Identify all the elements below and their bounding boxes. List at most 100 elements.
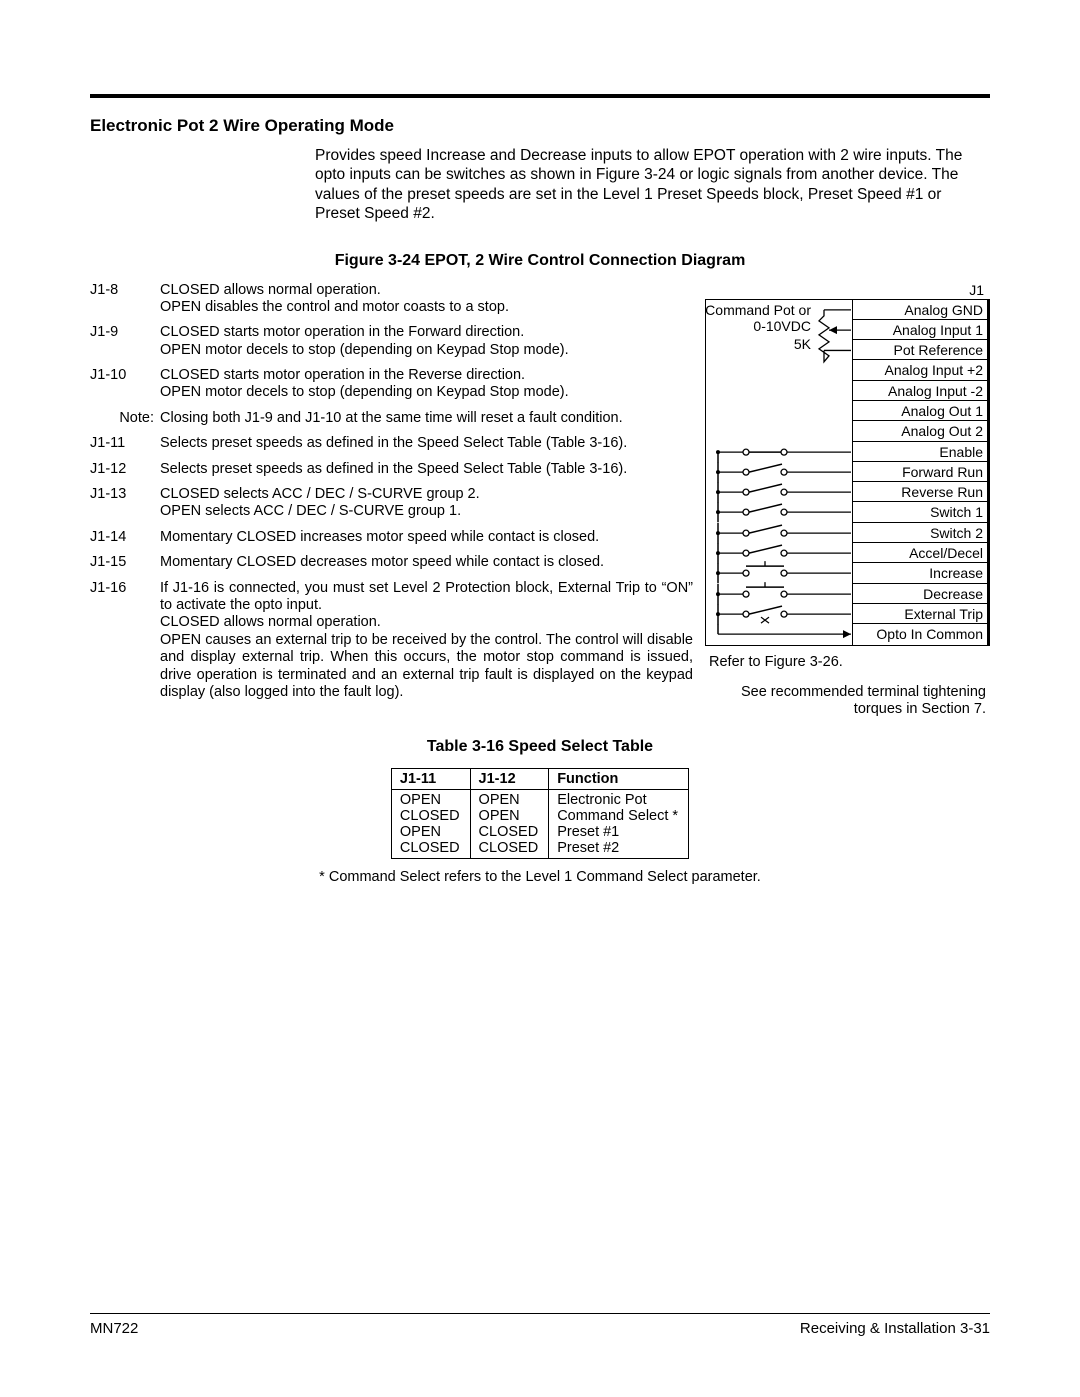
description-row: J1-13CLOSED selects ACC / DEC / S-CURVE …: [90, 486, 705, 521]
terminal-label: Reverse Run: [852, 482, 987, 502]
terminal-row: Analog Input +2: [706, 360, 987, 380]
wiring-diagram: J1 Analog GNDCommand Pot or0-10VDC5KAnal…: [705, 282, 990, 719]
description-text: Selects preset speeds as defined in the …: [160, 461, 705, 478]
refer-note: Refer to Figure 3-26.: [705, 654, 990, 670]
table-header: J1-12: [470, 769, 549, 790]
description-row: J1-9CLOSED starts motor operation in the…: [90, 324, 705, 359]
terminal-row: External Trip: [706, 604, 987, 624]
terminal-schematic: [706, 563, 852, 583]
footer-right: Receiving & Installation 3-31: [800, 1320, 990, 1337]
description-text: CLOSED allows normal operation. OPEN dis…: [160, 282, 705, 317]
description-label: J1-15: [90, 554, 160, 571]
description-row: J1-14Momentary CLOSED increases motor sp…: [90, 529, 705, 546]
terminal-schematic: Command Pot or0-10VDC5K: [706, 320, 852, 340]
terminal-schematic: [706, 482, 852, 502]
top-rule: [90, 94, 990, 98]
terminal-label: Accel/Decel: [852, 543, 987, 563]
terminal-schematic: [706, 624, 852, 644]
description-text: Momentary CLOSED increases motor speed w…: [160, 529, 705, 546]
description-label: Note:: [90, 410, 160, 427]
terminal-schematic: [706, 604, 852, 624]
terminal-label: Analog Input +2: [852, 360, 987, 380]
terminal-row: Increase: [706, 563, 987, 583]
table-footnote: * Command Select refers to the Level 1 C…: [90, 869, 990, 885]
pot-label: Command Pot or: [691, 302, 811, 318]
terminal-label: Switch 2: [852, 523, 987, 543]
figure-title: Figure 3-24 EPOT, 2 Wire Control Connect…: [90, 252, 990, 270]
terminal-row: Analog Out 1: [706, 401, 987, 421]
description-text: Momentary CLOSED decreases motor speed w…: [160, 554, 705, 571]
terminal-row: Switch 1: [706, 502, 987, 522]
terminal-row: Accel/Decel: [706, 543, 987, 563]
terminal-schematic: [706, 462, 852, 482]
description-row: J1-11Selects preset speeds as defined in…: [90, 435, 705, 452]
description-text: CLOSED selects ACC / DEC / S-CURVE group…: [160, 486, 705, 521]
table-header: Function: [549, 769, 689, 790]
description-row: J1-8CLOSED allows normal operation. OPEN…: [90, 282, 705, 317]
description-text: Selects preset speeds as defined in the …: [160, 435, 705, 452]
description-label: J1-12: [90, 461, 160, 478]
terminal-label: Enable: [852, 442, 987, 462]
description-label: J1-16: [90, 580, 160, 702]
terminal-schematic: [706, 421, 852, 441]
description-label: J1-11: [90, 435, 160, 452]
terminal-schematic: [706, 584, 852, 604]
terminal-label: Analog Input 1: [852, 320, 987, 340]
terminal-label: Opto In Common: [852, 624, 987, 644]
terminal-row: Analog Input -2: [706, 381, 987, 401]
speed-select-table: J1-11J1-12Function OPENCLOSEDOPENCLOSEDOP…: [391, 768, 689, 859]
description-row: J1-16If J1-16 is connected, you must set…: [90, 580, 705, 702]
description-text: Closing both J1-9 and J1-10 at the same …: [160, 410, 705, 427]
description-label: J1-8: [90, 282, 160, 317]
table-header: J1-11: [391, 769, 470, 790]
terminal-label: Increase: [852, 563, 987, 583]
description-list: J1-8CLOSED allows normal operation. OPEN…: [90, 282, 705, 710]
description-label: J1-10: [90, 367, 160, 402]
terminal-schematic: [706, 502, 852, 522]
recommend-note: See recommended terminal tightening torq…: [705, 684, 990, 719]
terminal-schematic: [706, 543, 852, 563]
footer-left: MN722: [90, 1320, 138, 1337]
terminal-label: Switch 1: [852, 502, 987, 522]
intro-paragraph: Provides speed Increase and Decrease inp…: [315, 146, 990, 224]
terminal-row: Reverse Run: [706, 482, 987, 502]
terminal-row: Opto In Common: [706, 624, 987, 644]
description-row: J1-12Selects preset speeds as defined in…: [90, 461, 705, 478]
terminal-label: Analog Input -2: [852, 381, 987, 401]
section-title: Electronic Pot 2 Wire Operating Mode: [90, 116, 990, 136]
terminal-row: Analog Out 2: [706, 421, 987, 441]
terminal-row: Pot Reference: [706, 340, 987, 360]
terminal-label: External Trip: [852, 604, 987, 624]
connector-label: J1: [705, 282, 990, 298]
terminal-schematic: [706, 523, 852, 543]
terminal-row: Command Pot or0-10VDC5KAnalog Input 1: [706, 320, 987, 340]
description-text: CLOSED starts motor operation in the For…: [160, 324, 705, 359]
terminal-schematic: [706, 401, 852, 421]
table-title: Table 3-16 Speed Select Table: [90, 738, 990, 756]
description-row: J1-15Momentary CLOSED decreases motor sp…: [90, 554, 705, 571]
description-label: J1-13: [90, 486, 160, 521]
terminal-schematic: [706, 442, 852, 462]
terminal-schematic: [706, 381, 852, 401]
terminal-schematic: [706, 360, 852, 380]
description-row: Note:Closing both J1-9 and J1-10 at the …: [90, 410, 705, 427]
description-text: CLOSED starts motor operation in the Rev…: [160, 367, 705, 402]
table-cell: OPENCLOSEDOPENCLOSED: [391, 790, 470, 859]
description-text: If J1-16 is connected, you must set Leve…: [160, 580, 705, 702]
terminal-row: Forward Run: [706, 462, 987, 482]
terminal-label: Pot Reference: [852, 340, 987, 360]
page-footer: MN722 Receiving & Installation 3-31: [90, 1313, 990, 1337]
terminal-row: Switch 2: [706, 523, 987, 543]
table-cell: Electronic PotCommand Select *Preset #1P…: [549, 790, 689, 859]
description-row: J1-10CLOSED starts motor operation in th…: [90, 367, 705, 402]
table-cell: OPENOPENCLOSEDCLOSED: [470, 790, 549, 859]
terminal-label: Analog GND: [852, 300, 987, 320]
terminal-label: Decrease: [852, 584, 987, 604]
terminal-label: Analog Out 1: [852, 401, 987, 421]
terminal-row: Enable: [706, 442, 987, 462]
terminal-row: Decrease: [706, 584, 987, 604]
terminal-schematic: [706, 340, 852, 360]
terminal-label: Analog Out 2: [852, 421, 987, 441]
terminal-label: Forward Run: [852, 462, 987, 482]
description-label: J1-9: [90, 324, 160, 359]
